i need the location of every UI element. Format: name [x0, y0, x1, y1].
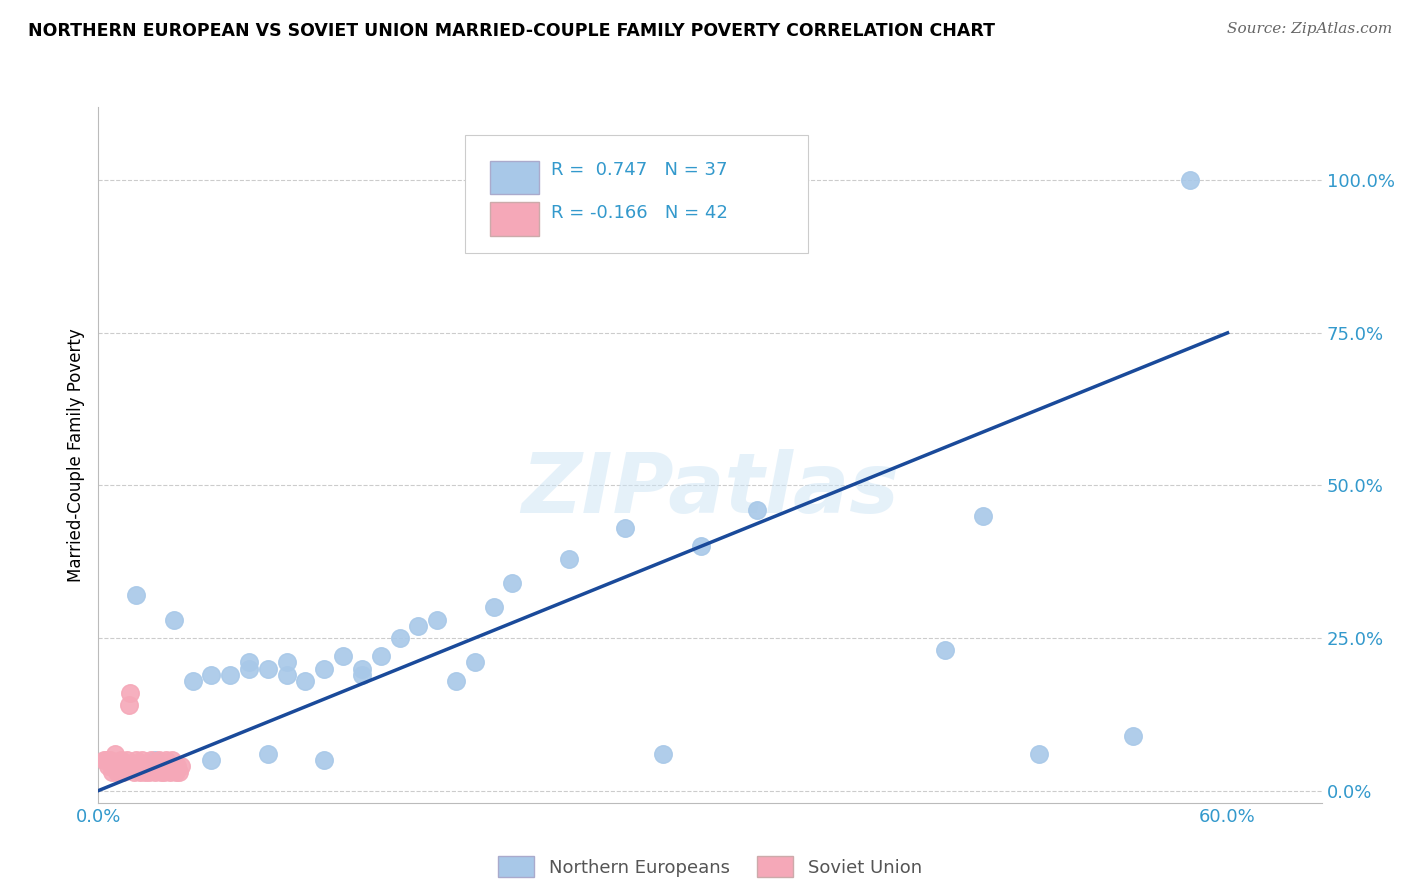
- Point: [145, 759, 167, 773]
- Point: [155, 753, 177, 767]
- Point: [120, 686, 142, 700]
- Point: [98, 753, 121, 767]
- FancyBboxPatch shape: [489, 202, 538, 235]
- Point: [122, 765, 145, 780]
- Point: [170, 759, 193, 773]
- Point: [97, 759, 120, 773]
- Text: Source: ZipAtlas.com: Source: ZipAtlas.com: [1226, 22, 1392, 37]
- Point: [1178, 173, 1201, 187]
- Text: ZIPatlas: ZIPatlas: [522, 450, 898, 530]
- Point: [157, 759, 180, 773]
- Point: [972, 508, 994, 523]
- Point: [332, 649, 354, 664]
- Point: [110, 753, 132, 767]
- Point: [132, 759, 155, 773]
- Point: [125, 753, 148, 767]
- Point: [238, 656, 260, 670]
- Point: [143, 765, 166, 780]
- Point: [350, 667, 373, 681]
- Point: [159, 765, 181, 780]
- Point: [238, 661, 260, 675]
- Point: [128, 765, 150, 780]
- FancyBboxPatch shape: [489, 161, 538, 194]
- Point: [350, 661, 373, 675]
- Point: [1028, 747, 1050, 761]
- Point: [501, 576, 523, 591]
- Point: [745, 503, 768, 517]
- Point: [1122, 729, 1144, 743]
- Point: [115, 753, 138, 767]
- Point: [94, 753, 117, 767]
- Point: [152, 759, 174, 773]
- Point: [314, 753, 336, 767]
- Point: [163, 613, 186, 627]
- Point: [294, 673, 316, 688]
- Point: [93, 753, 115, 767]
- Point: [100, 765, 122, 780]
- Point: [104, 747, 127, 761]
- Text: R =  0.747   N = 37: R = 0.747 N = 37: [551, 161, 727, 179]
- Point: [652, 747, 675, 761]
- Point: [163, 759, 186, 773]
- Point: [388, 631, 411, 645]
- Point: [103, 759, 125, 773]
- FancyBboxPatch shape: [465, 135, 808, 253]
- Point: [139, 753, 162, 767]
- Point: [256, 747, 278, 761]
- Point: [200, 753, 222, 767]
- Point: [127, 759, 149, 773]
- Legend: Northern Europeans, Soviet Union: Northern Europeans, Soviet Union: [491, 849, 929, 884]
- Point: [165, 765, 187, 780]
- Point: [408, 619, 430, 633]
- Point: [219, 667, 242, 681]
- Point: [482, 600, 505, 615]
- Point: [138, 765, 160, 780]
- Point: [160, 753, 183, 767]
- Y-axis label: Married-Couple Family Poverty: Married-Couple Family Poverty: [66, 328, 84, 582]
- Point: [200, 667, 222, 681]
- Point: [125, 588, 148, 602]
- Point: [558, 551, 581, 566]
- Point: [444, 673, 467, 688]
- Point: [148, 753, 170, 767]
- Point: [934, 643, 956, 657]
- Point: [108, 759, 131, 773]
- Point: [153, 765, 176, 780]
- Point: [121, 759, 143, 773]
- Point: [136, 759, 159, 773]
- Point: [276, 656, 298, 670]
- Point: [142, 759, 165, 773]
- Text: R = -0.166   N = 42: R = -0.166 N = 42: [551, 204, 728, 222]
- Point: [111, 765, 134, 780]
- Point: [117, 698, 139, 713]
- Point: [134, 765, 156, 780]
- Point: [143, 753, 166, 767]
- Point: [149, 765, 172, 780]
- Point: [426, 613, 449, 627]
- Point: [370, 649, 392, 664]
- Point: [166, 759, 188, 773]
- Point: [614, 521, 637, 535]
- Point: [105, 765, 128, 780]
- Point: [114, 759, 136, 773]
- Point: [131, 753, 153, 767]
- Point: [464, 656, 486, 670]
- Point: [689, 540, 711, 554]
- Point: [181, 673, 204, 688]
- Text: NORTHERN EUROPEAN VS SOVIET UNION MARRIED-COUPLE FAMILY POVERTY CORRELATION CHAR: NORTHERN EUROPEAN VS SOVIET UNION MARRIE…: [28, 22, 995, 40]
- Point: [169, 765, 191, 780]
- Point: [314, 661, 336, 675]
- Point: [276, 667, 298, 681]
- Point: [256, 661, 278, 675]
